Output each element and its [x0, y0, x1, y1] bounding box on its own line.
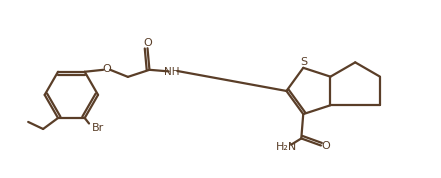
Text: NH: NH [164, 67, 180, 77]
Text: O: O [102, 64, 111, 74]
Text: S: S [300, 57, 307, 67]
Text: O: O [143, 38, 152, 48]
Text: O: O [321, 140, 330, 151]
Text: H₂N: H₂N [276, 142, 297, 152]
Text: Br: Br [92, 123, 105, 133]
